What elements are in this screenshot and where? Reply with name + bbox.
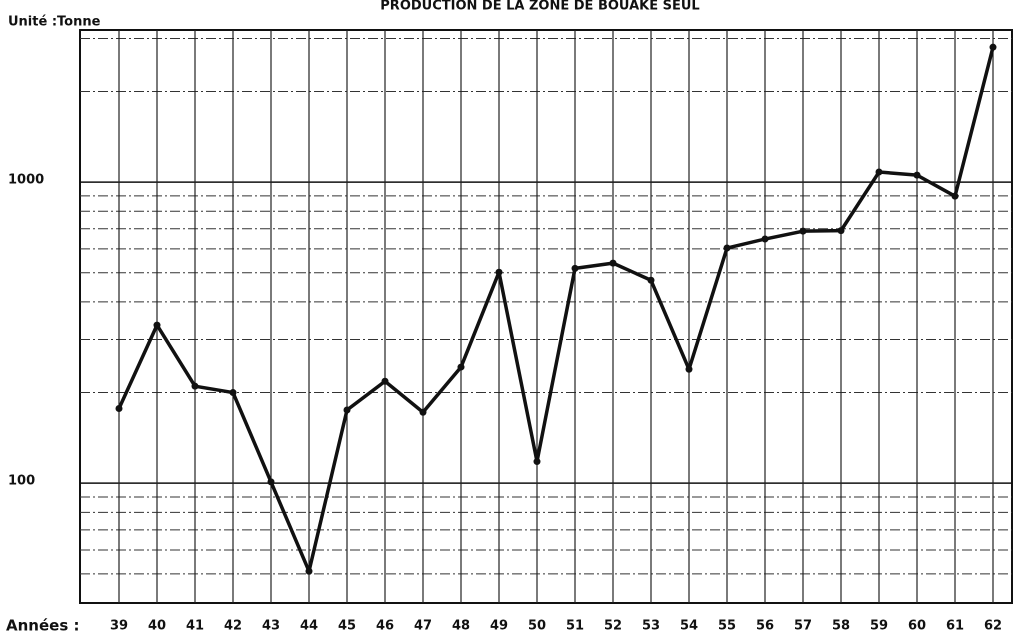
data-point (989, 43, 997, 51)
data-point (685, 365, 693, 373)
x-tick-label: 43 (262, 619, 280, 634)
data-point (191, 382, 199, 390)
x-tick-label: 46 (376, 619, 394, 634)
x-tick-label: 53 (642, 619, 660, 634)
x-tick-label: 61 (946, 619, 964, 634)
x-tick-label: 39 (110, 619, 128, 634)
x-tick-label: 40 (148, 619, 166, 634)
data-point (913, 171, 921, 179)
y-tick-label: 1000 (8, 173, 44, 188)
x-tick-label: 41 (186, 619, 204, 634)
data-point (419, 408, 427, 416)
data-point (609, 259, 617, 267)
data-point (951, 192, 959, 200)
x-tick-label: 58 (832, 619, 850, 634)
data-point (229, 389, 237, 397)
x-tick-label: 54 (680, 619, 698, 634)
x-axis-label: Années : (6, 617, 79, 635)
x-tick-label: 50 (528, 619, 546, 634)
data-point (153, 321, 161, 329)
data-point (875, 168, 883, 176)
x-tick-label: 47 (414, 619, 432, 634)
data-point (799, 227, 807, 235)
data-point (495, 268, 503, 276)
data-point (381, 377, 389, 385)
data-point (267, 478, 275, 486)
data-point (115, 405, 123, 413)
chart-title: PRODUCTION DE LA ZONE DE BOUAKE SEUL (380, 0, 699, 14)
x-tick-label: 42 (224, 619, 242, 634)
y-tick-label: 100 (8, 474, 35, 489)
x-tick-label: 45 (338, 619, 356, 634)
data-point (723, 244, 731, 252)
data-point (533, 458, 541, 466)
data-point (837, 227, 845, 235)
x-tick-label: 60 (908, 619, 926, 634)
data-point (457, 363, 465, 371)
x-tick-label: 55 (718, 619, 736, 634)
x-tick-label: 57 (794, 619, 812, 634)
x-tick-label: 59 (870, 619, 888, 634)
x-tick-label: 62 (984, 619, 1002, 634)
data-point (571, 264, 579, 272)
x-tick-label: 49 (490, 619, 508, 634)
x-tick-label: 52 (604, 619, 622, 634)
x-tick-label: 48 (452, 619, 470, 634)
data-point (343, 406, 351, 414)
data-point (305, 567, 313, 575)
x-tick-label: 56 (756, 619, 774, 634)
y-axis-label: Unité :Tonne (8, 15, 101, 30)
data-line (117, 46, 995, 573)
data-point (761, 235, 769, 243)
plot-frame (79, 29, 1013, 604)
data-point (647, 276, 655, 284)
x-tick-label: 51 (566, 619, 584, 634)
x-tick-label: 44 (300, 619, 318, 634)
